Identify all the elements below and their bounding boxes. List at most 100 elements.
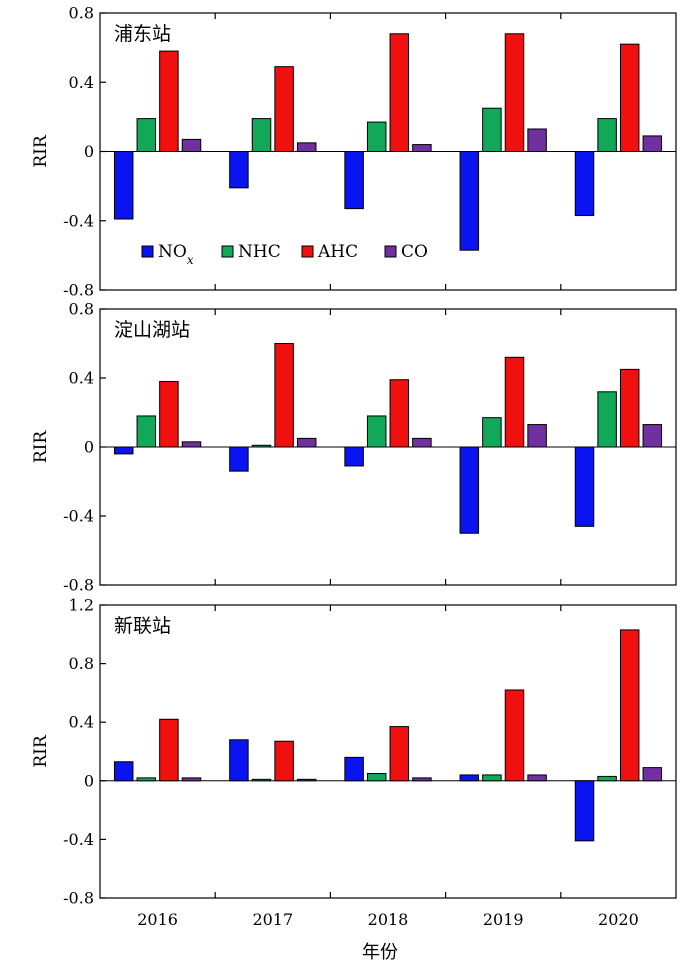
- bar-nhc-2020: [597, 775, 617, 782]
- bar-nhc-2018: [366, 772, 387, 782]
- bar-nhc-2020: [597, 118, 617, 152]
- y-tick-label: -0.8: [63, 576, 94, 595]
- y-tick-label: 0.8: [69, 654, 94, 673]
- bar-co-2016: [181, 441, 202, 448]
- bar-ahc-2016: [159, 718, 179, 782]
- bar-nox-2016: [113, 151, 134, 220]
- bar-ahc-2019: [504, 33, 525, 152]
- bar-nox-2016: [113, 446, 134, 455]
- legend-swatch-ahc: [301, 245, 314, 258]
- x-tick-label-2020: 2020: [598, 910, 639, 929]
- bar-ahc-2020: [619, 629, 640, 782]
- bar-ahc-2018: [389, 726, 410, 782]
- y-tick-label: 0.8: [69, 4, 94, 23]
- bar-co-2018: [412, 144, 432, 152]
- bar-co-2016: [181, 138, 202, 153]
- bar-ahc-2019: [504, 689, 525, 782]
- panel-title: 新联站: [114, 615, 171, 637]
- bar-nox-2020: [574, 780, 595, 842]
- y-axis-label: RIR: [31, 734, 51, 768]
- bar-co-2018: [412, 777, 432, 782]
- bar-co-2017: [296, 778, 317, 782]
- bar-nhc-2019: [482, 107, 502, 152]
- y-tick-label: 0.8: [69, 300, 94, 319]
- bar-nox-2017: [229, 151, 249, 189]
- bar-nhc-2016: [136, 777, 157, 782]
- bar-co-2017: [296, 437, 317, 448]
- y-tick-label: -0.4: [63, 507, 94, 526]
- bar-ahc-2016: [159, 380, 179, 448]
- legend-swatch-nhc: [221, 245, 234, 258]
- bar-ahc-2018: [389, 33, 410, 152]
- bar-nhc-2017: [251, 444, 272, 448]
- bar-ahc-2016: [159, 50, 179, 152]
- y-tick-label: 0.4: [69, 73, 94, 92]
- bar-nox-2018: [344, 151, 364, 210]
- legend-label-nhc: NHC: [238, 242, 281, 262]
- bar-nox-2017: [229, 739, 249, 782]
- y-tick-label: -0.8: [63, 281, 94, 300]
- y-tick-label: -0.8: [63, 889, 94, 908]
- y-tick-label: 0: [84, 142, 94, 161]
- legend-label-co: CO: [401, 242, 428, 262]
- bar-nhc-2017: [251, 778, 272, 782]
- panel-2: -0.8 -0.4 0 0.4 0.8 RIR 淀山湖站: [31, 300, 677, 595]
- bar-nox-2017: [229, 446, 249, 472]
- bar-ahc-2020: [619, 368, 640, 448]
- bar-ahc-2019: [504, 356, 525, 448]
- y-tick-label: 0.4: [69, 369, 94, 388]
- x-tick-label-2018: 2018: [368, 910, 409, 929]
- bar-co-2019: [527, 128, 547, 152]
- plot-frame: [99, 604, 677, 899]
- panel-1: -0.8 -0.4 0 0.4 0.8 RIR 浦东站: [31, 4, 677, 300]
- y-tick-label: 0: [84, 438, 94, 457]
- legend-swatch-co: [384, 245, 397, 258]
- bar-co-2017: [296, 142, 317, 152]
- bar-nhc-2018: [366, 121, 387, 152]
- y-axis-label: RIR: [31, 134, 51, 168]
- legend-label-ahc: AHC: [317, 242, 358, 262]
- bar-co-2019: [527, 424, 547, 448]
- y-tick-label: 0: [84, 771, 94, 790]
- legend-swatch-nox: [141, 245, 154, 258]
- legend: NOx NHC AHC CO: [141, 242, 428, 267]
- panel-title: 浦东站: [114, 23, 171, 45]
- x-tick-label-2016: 2016: [137, 910, 178, 929]
- bar-co-2020: [642, 767, 663, 782]
- bar-co-2019: [527, 774, 547, 782]
- bar-nhc-2019: [482, 774, 502, 782]
- bar-ahc-2018: [389, 379, 410, 448]
- bar-nox-2019: [459, 151, 480, 251]
- bar-nox-2018: [344, 756, 364, 782]
- bar-ahc-2020: [619, 43, 640, 152]
- panel-title: 淀山湖站: [114, 319, 190, 341]
- bar-nhc-2017: [251, 118, 272, 152]
- bar-nox-2019: [459, 446, 480, 534]
- bar-nhc-2016: [136, 415, 157, 448]
- bar-co-2020: [642, 135, 663, 152]
- bar-nhc-2019: [482, 417, 502, 448]
- legend-label-nox: NOx: [158, 242, 194, 267]
- bar-nox-2020: [574, 151, 595, 217]
- y-tick-label: 0.4: [69, 713, 94, 732]
- bar-nhc-2016: [136, 118, 157, 152]
- bar-nhc-2018: [366, 415, 387, 448]
- x-tick-label-2019: 2019: [483, 910, 524, 929]
- bar-ahc-2017: [274, 343, 294, 448]
- bar-co-2020: [642, 424, 663, 448]
- bar-nhc-2020: [597, 391, 617, 448]
- y-tick-label: -0.4: [63, 830, 94, 849]
- y-axis-label: RIR: [31, 430, 51, 464]
- bar-ahc-2017: [274, 66, 294, 152]
- y-tick-label: -0.4: [63, 211, 94, 230]
- bar-nox-2018: [344, 446, 364, 467]
- bar-ahc-2017: [274, 740, 294, 782]
- bar-nox-2020: [574, 446, 595, 527]
- x-axis-label: 年份: [362, 942, 398, 963]
- bar-nox-2019: [459, 774, 480, 782]
- bar-nox-2016: [113, 761, 134, 782]
- bar-co-2016: [181, 777, 202, 782]
- bar-co-2018: [412, 437, 432, 448]
- x-tick-label-2017: 2017: [252, 910, 293, 929]
